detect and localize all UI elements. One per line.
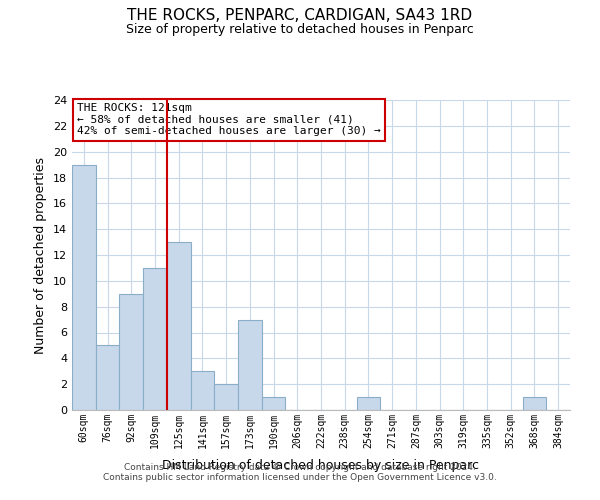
Bar <box>262 397 286 410</box>
Bar <box>191 371 214 410</box>
Bar <box>356 397 380 410</box>
Bar <box>143 268 167 410</box>
Text: Contains public sector information licensed under the Open Government Licence v3: Contains public sector information licen… <box>103 472 497 482</box>
Text: Contains HM Land Registry data © Crown copyright and database right 2024.: Contains HM Land Registry data © Crown c… <box>124 462 476 471</box>
Bar <box>119 294 143 410</box>
Text: THE ROCKS: 121sqm
← 58% of detached houses are smaller (41)
42% of semi-detached: THE ROCKS: 121sqm ← 58% of detached hous… <box>77 103 381 136</box>
Bar <box>72 164 96 410</box>
Text: THE ROCKS, PENPARC, CARDIGAN, SA43 1RD: THE ROCKS, PENPARC, CARDIGAN, SA43 1RD <box>127 8 473 22</box>
Text: Size of property relative to detached houses in Penparc: Size of property relative to detached ho… <box>126 22 474 36</box>
Y-axis label: Number of detached properties: Number of detached properties <box>34 156 47 354</box>
Bar <box>167 242 191 410</box>
X-axis label: Distribution of detached houses by size in Penparc: Distribution of detached houses by size … <box>163 459 479 472</box>
Bar <box>523 397 546 410</box>
Bar <box>214 384 238 410</box>
Bar <box>238 320 262 410</box>
Bar <box>96 346 119 410</box>
